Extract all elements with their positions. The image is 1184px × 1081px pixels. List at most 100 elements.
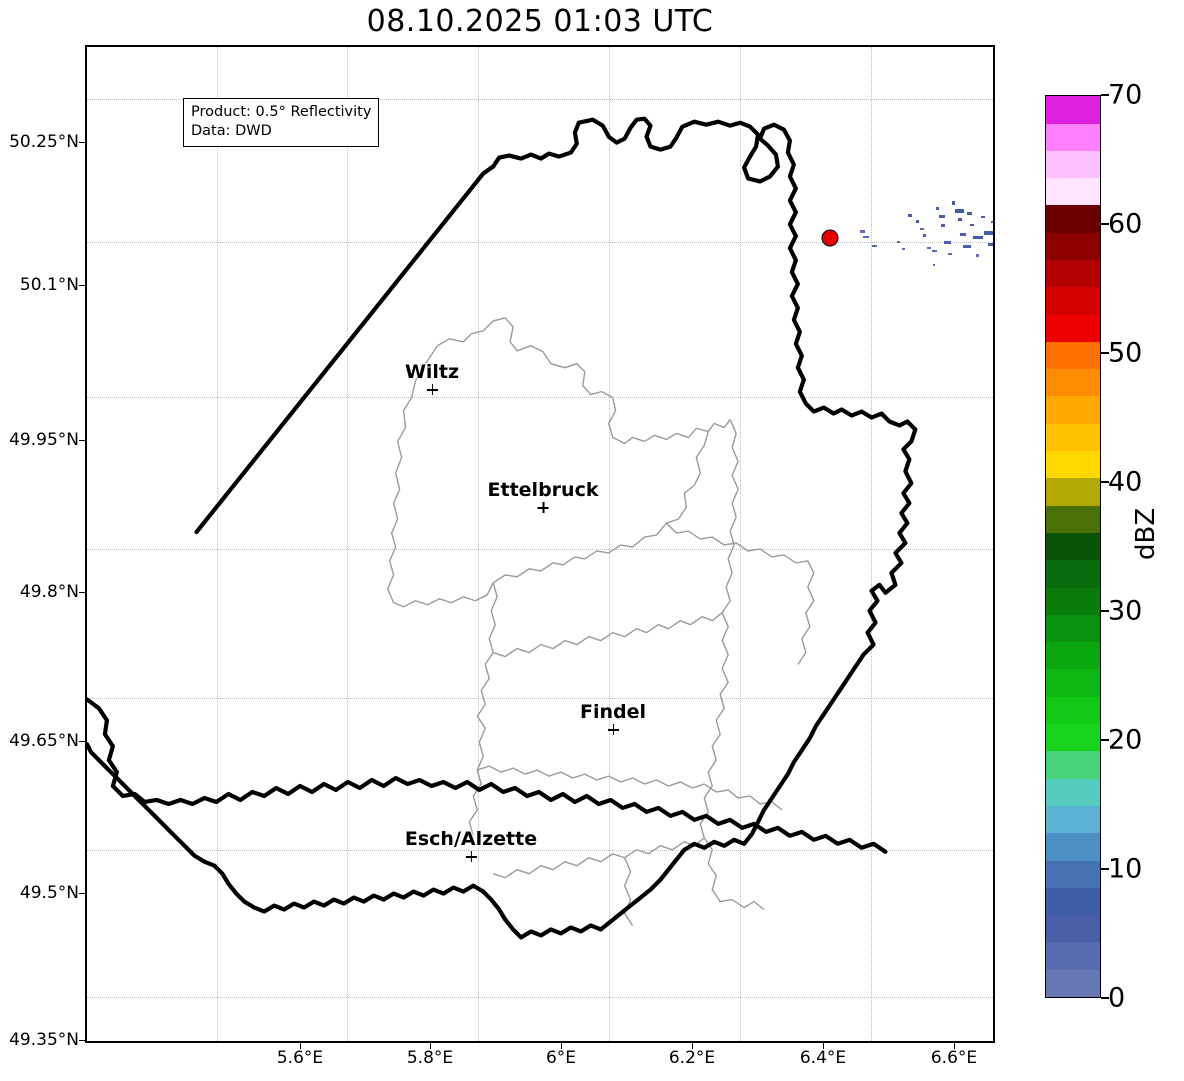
colorbar-unit-label: dBZ	[1131, 507, 1161, 560]
radar-echo-pixel	[973, 236, 983, 239]
colorbar-tick-mark	[1101, 481, 1109, 483]
data-source-line: Data: DWD	[191, 123, 272, 140]
colorbar-band	[1046, 778, 1100, 806]
x-axis-tick-label: 6.4°E	[799, 1048, 847, 1068]
radar-echo-pixel	[960, 233, 966, 236]
radar-echo-pixel	[963, 245, 971, 248]
colorbar-band	[1046, 751, 1100, 779]
y-axis-tick-label: 49.95°N	[9, 430, 79, 450]
colorbar-band	[1046, 724, 1100, 752]
radar-echo-pixel	[860, 230, 865, 233]
colorbar-tick-mark	[1101, 610, 1109, 612]
radar-echo-pixel	[923, 234, 926, 237]
x-axis-tick-mark	[954, 1043, 955, 1049]
y-axis-tick-mark	[79, 142, 85, 143]
product-info-box: Product: 0.5° Reflectivity Data: DWD	[183, 98, 380, 148]
y-axis-tick-mark	[79, 893, 85, 894]
colorbar-tick-label: 30	[1108, 595, 1143, 627]
radar-echo-pixel	[939, 215, 945, 218]
radar-map-plot[interactable]: Wiltz Ettelbruck Findel Esch/Alzette Produc…	[85, 45, 995, 1043]
colorbar-band	[1046, 805, 1100, 834]
colorbar-tick-label: 50	[1108, 337, 1143, 369]
colorbar-band	[1046, 314, 1100, 342]
colorbar-band	[1046, 696, 1100, 725]
border-france-belgium	[87, 697, 888, 854]
x-axis-tick-label: 6.6°E	[930, 1048, 978, 1068]
colorbar-band	[1046, 150, 1100, 179]
radar-echo-pixel	[916, 220, 919, 223]
colorbar-band	[1046, 232, 1100, 260]
colorbar-band	[1046, 287, 1100, 315]
radar-echo-pixel	[944, 241, 951, 244]
product-line: Product: 0.5° Reflectivity	[191, 104, 372, 120]
colorbar-band	[1046, 614, 1100, 643]
colorbar-band	[1046, 205, 1100, 233]
colorbar-tick-label: 0	[1108, 982, 1126, 1014]
colorbar-band	[1046, 451, 1100, 479]
colorbar-tick-label: 10	[1108, 853, 1143, 885]
radar-echo-pixel	[955, 209, 964, 213]
colorbar-band	[1046, 259, 1100, 288]
radar-echo-pixel	[872, 245, 877, 247]
radar-echo-pixel	[908, 214, 912, 217]
y-axis-tick-label: 49.65°N	[9, 731, 79, 751]
colorbar-tick-label: 60	[1108, 208, 1143, 240]
y-axis-tick-label: 50.1°N	[19, 275, 79, 295]
colorbar-band	[1046, 860, 1100, 888]
colorbar-band	[1046, 560, 1100, 588]
y-axis-tick-label: 49.35°N	[9, 1030, 79, 1050]
colorbar-band	[1046, 423, 1100, 452]
colorbar-band	[1046, 887, 1100, 916]
radar-echo-pixel	[970, 224, 974, 226]
radar-echo-pixel	[948, 253, 952, 255]
radar-echo-pixel	[984, 231, 993, 235]
radar-echo-pixel	[991, 221, 993, 223]
radar-echo-pixel	[933, 264, 935, 266]
x-axis-tick-mark	[692, 1043, 693, 1049]
radar-station-marker[interactable]	[821, 229, 839, 247]
y-axis-tick-label: 49.8°N	[19, 582, 79, 602]
y-axis-tick-mark	[79, 285, 85, 286]
x-axis-tick-mark	[300, 1043, 301, 1049]
x-axis-tick-mark	[823, 1043, 824, 1049]
colorbar-band	[1046, 505, 1100, 533]
x-axis-tick-label: 5.6°E	[276, 1048, 324, 1068]
colorbar-tick-mark	[1101, 94, 1109, 96]
page-title: 08.10.2025 01:03 UTC	[366, 4, 714, 39]
radar-echo-pixel	[920, 228, 924, 230]
colorbar-tick-mark	[1101, 868, 1109, 870]
colorbar-band	[1046, 532, 1100, 561]
radar-echo-pixel	[941, 224, 945, 227]
colorbar-tick-mark	[1101, 739, 1109, 741]
radar-echo-pixel	[927, 247, 931, 249]
colorbar-band	[1046, 833, 1100, 861]
radar-echo-pixel	[976, 254, 979, 257]
colorbar-band	[1046, 942, 1100, 970]
colorbar-band	[1046, 369, 1100, 397]
radar-echo-pixel	[863, 236, 869, 238]
country-border-luxembourg	[87, 116, 918, 940]
colorbar-tick-label: 40	[1108, 466, 1143, 498]
x-axis-tick-label: 6.2°E	[668, 1048, 716, 1068]
colorbar-band	[1046, 915, 1100, 943]
radar-echo-pixel	[988, 243, 993, 246]
radar-echo-pixel	[902, 248, 905, 250]
radar-echo-pixel	[897, 241, 900, 243]
colorbar-tick-label: 70	[1108, 79, 1143, 111]
colorbar-tick-label: 20	[1108, 724, 1143, 756]
colorbar-tick-mark	[1101, 997, 1109, 999]
colorbar-tick-mark	[1101, 223, 1109, 225]
colorbar-band	[1046, 396, 1100, 424]
colorbar-band	[1046, 178, 1100, 206]
country-border-west	[194, 164, 496, 535]
y-axis-tick-mark	[79, 592, 85, 593]
colorbar-band	[1046, 478, 1100, 506]
radar-echo-pixel	[936, 207, 939, 210]
y-axis-tick-label: 50.25°N	[9, 132, 79, 152]
radar-echo-pixel	[952, 201, 955, 205]
colorbar-band	[1046, 669, 1100, 697]
radar-echo-pixel	[981, 216, 985, 218]
colorbar[interactable]	[1045, 95, 1101, 998]
x-axis-tick-label: 5.8°E	[406, 1048, 454, 1068]
colorbar-band	[1046, 96, 1100, 124]
